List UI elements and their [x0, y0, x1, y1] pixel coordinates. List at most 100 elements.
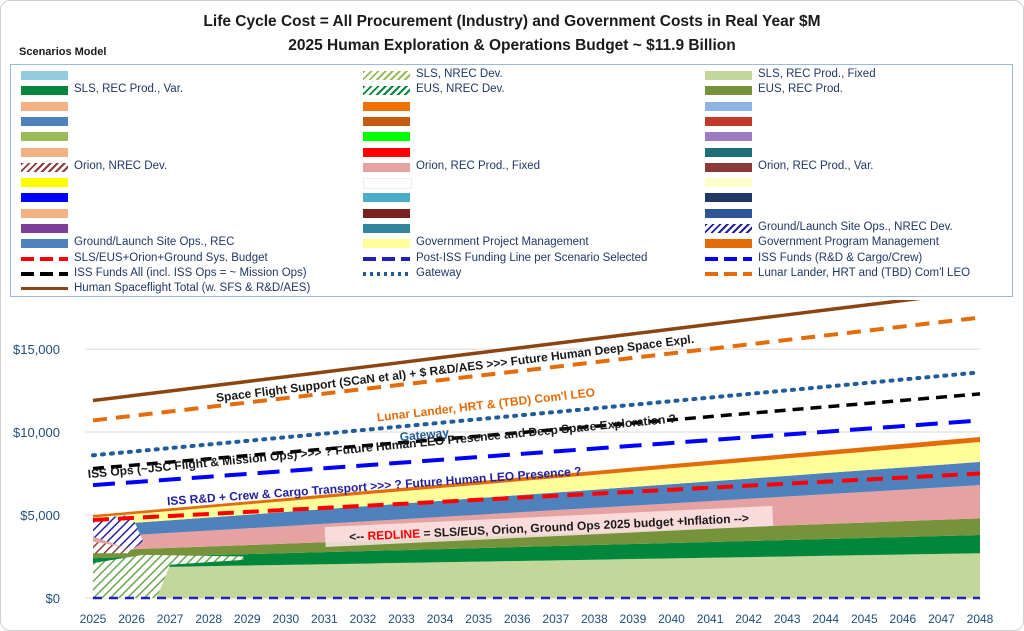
legend-item	[21, 207, 321, 219]
legend-swatch	[705, 147, 752, 157]
legend-swatch	[705, 239, 752, 249]
x-tick-label: 2025	[80, 612, 107, 626]
legend-item	[21, 130, 321, 142]
legend-swatch	[705, 256, 752, 261]
legend-item: EUS, NREC Dev.	[363, 83, 663, 96]
legend-item: ISS Funds (R&D & Cargo/Crew)	[705, 252, 1005, 265]
x-tick-label: 2047	[928, 612, 955, 626]
sls-nrec-dev-area	[93, 554, 244, 598]
legend-swatch	[363, 162, 410, 172]
legend-label: Orion, REC Prod., Var.	[758, 159, 874, 172]
x-tick-label: 2040	[658, 612, 685, 626]
x-tick-label: 2043	[774, 612, 801, 626]
legend-item	[705, 130, 1005, 142]
legend-label: Orion, REC Prod., Fixed	[416, 159, 540, 172]
legend-item: Ground/Launch Site Ops., NREC Dev.	[705, 221, 1005, 234]
x-tick-label: 2026	[118, 612, 145, 626]
area-series	[93, 518, 980, 559]
x-tick-label: 2042	[735, 612, 762, 626]
legend-swatch	[363, 193, 410, 203]
series-line	[92, 300, 922, 403]
legend-swatch	[21, 193, 68, 203]
legend-swatch	[363, 116, 410, 126]
legend-item: Orion, NREC Dev.	[21, 160, 321, 173]
legend-item	[21, 191, 321, 203]
legend-swatch	[21, 178, 68, 188]
legend-label: SLS/EUS+Orion+Ground Sys. Budget	[74, 251, 268, 264]
series-line	[92, 315, 981, 423]
legend-swatch	[21, 147, 68, 157]
legend-item	[363, 222, 663, 234]
legend-label: Lunar Lander, HRT and (TBD) Com'l LEO	[758, 266, 971, 279]
orion-nrec-dev-area	[93, 541, 132, 554]
legend-item: SLS, NREC Dev.	[363, 68, 663, 81]
legend-item: Government Project Management	[363, 236, 663, 249]
legend-swatch	[363, 86, 410, 96]
annotation-sfs: Space Flight Support (SCaN et al) + $ R&…	[215, 332, 695, 405]
legend-item: Human Spaceflight Total (w. SFS & R&D/AE…	[21, 282, 321, 295]
x-tick-label: 2029	[234, 612, 261, 626]
x-tick-label: 2034	[427, 612, 454, 626]
legend-swatch	[363, 132, 410, 142]
legend-swatch	[705, 271, 752, 276]
legend-label: Government Project Management	[416, 236, 589, 249]
legend-item	[363, 130, 663, 142]
y-tick-label: $15,000	[13, 342, 60, 357]
x-tick-label: 2048	[967, 612, 994, 626]
legend-item	[705, 146, 1005, 158]
legend-swatch	[363, 224, 410, 233]
area-series	[93, 534, 980, 569]
legend-swatch	[21, 208, 68, 218]
legend-label: ISS Funds All (incl. ISS Ops = ~ Mission…	[74, 266, 307, 279]
legend-item: Post-ISS Funding Line per Scenario Selec…	[363, 252, 663, 265]
legend-item: Orion, REC Prod., Var.	[705, 159, 1005, 173]
legend-swatch	[705, 193, 752, 203]
legend-label: EUS, NREC Dev.	[416, 83, 505, 96]
legend-swatch	[21, 256, 68, 261]
legend-item	[21, 115, 321, 127]
legend-swatch	[705, 162, 752, 172]
legend-label: SLS, REC Prod., Fixed	[758, 68, 876, 80]
legend-swatch	[705, 224, 752, 233]
legend-item	[363, 100, 663, 112]
x-tick-label: 2037	[542, 612, 569, 626]
legend-item: EUS, REC Prod.	[705, 83, 1005, 96]
legend-swatch	[363, 178, 412, 190]
redline-label: <-- REDLINE = SLS/EUS, Orion, Ground Ops…	[324, 505, 774, 548]
legend-swatch	[705, 208, 752, 218]
legend-label: Ground/Launch Site Ops., NREC Dev.	[758, 221, 953, 233]
legend-swatch	[705, 86, 752, 96]
area-series	[93, 461, 980, 538]
y-tick-label: $0	[46, 591, 60, 606]
x-tick-label: 2046	[890, 612, 917, 626]
legend-item: Government Program Management	[705, 236, 1005, 249]
x-tick-label: 2045	[851, 612, 878, 626]
legend-label: SLS, REC Prod., Var.	[74, 83, 184, 96]
series-line	[92, 392, 981, 471]
legend-label: Human Spaceflight Total (w. SFS & R&D/AE…	[74, 282, 311, 295]
redline-label-bg	[324, 505, 774, 548]
x-tick-label: 2044	[812, 612, 839, 626]
legend-swatch	[705, 132, 752, 142]
legend-item	[21, 176, 321, 188]
x-tick-label: 2039	[620, 612, 647, 626]
x-tick-label: 2031	[311, 612, 338, 626]
x-tick-label: 2027	[157, 612, 184, 626]
legend-swatch	[705, 178, 752, 188]
legend-swatch	[21, 224, 68, 233]
x-tick-label: 2035	[465, 612, 492, 626]
area-series	[93, 437, 980, 518]
legend-swatch	[705, 101, 752, 111]
legend-swatch	[21, 239, 68, 249]
axis-ticks: $0 $5,000 $10,000 $15,000 2025 2026 2027 2028 20…	[13, 342, 994, 626]
legend-swatch	[363, 208, 410, 218]
legend-swatch	[21, 71, 68, 80]
legend-item	[363, 207, 663, 219]
legend-swatch	[363, 271, 410, 276]
chart-plot: $0 $5,000 $10,000 $15,000 2025 2026 2027 2028 20…	[13, 300, 994, 626]
series-line	[92, 471, 981, 523]
legend-item	[363, 146, 663, 158]
legend-item	[363, 176, 663, 190]
annotation-gateway: Gateway	[399, 425, 450, 444]
legend-item: Orion, REC Prod., Fixed	[363, 159, 663, 173]
